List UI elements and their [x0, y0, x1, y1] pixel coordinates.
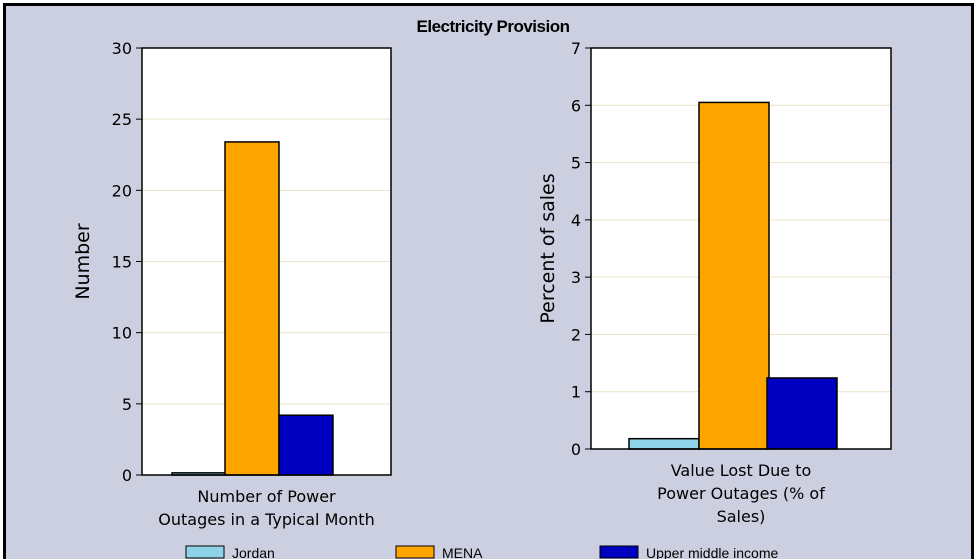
y-tick-label: 5: [122, 395, 132, 414]
bar-jordan: [628, 437, 700, 450]
legend-label: Jordan: [232, 545, 275, 559]
y-axis-title: Number: [72, 223, 94, 300]
category-label: Outages in a Typical Month: [158, 510, 374, 529]
category-label: Value Lost Due to: [671, 461, 812, 480]
y-tick-label: 3: [571, 268, 581, 287]
y-tick-label: 20: [112, 181, 132, 200]
y-tick-label: 4: [571, 211, 581, 230]
y-tick-label: 7: [571, 39, 581, 58]
y-tick-label: 0: [122, 466, 132, 485]
legend-swatch-upper-middle-income: [599, 545, 639, 559]
chart-title: Electricity Provision: [417, 17, 570, 36]
bar-upper-middle-income: [278, 414, 334, 476]
y-tick-label: 25: [112, 110, 132, 129]
y-tick-label: 30: [112, 39, 132, 58]
plot-border-1: [141, 47, 392, 476]
y-tick-label: 0: [571, 440, 581, 459]
y-tick-label: 2: [571, 325, 581, 344]
legend-label: MENA: [442, 545, 483, 559]
bar-upper-middle-income: [766, 377, 838, 450]
chart-frame: Electricity Provision 0 5 10 15 20 25 30 Number N…: [3, 3, 974, 559]
category-label: Number of Power: [197, 487, 336, 506]
y-tick-label: 10: [112, 324, 132, 343]
legend-label: Upper middle income: [646, 545, 778, 559]
y-tick-label: 1: [571, 383, 581, 402]
category-label: Sales): [717, 507, 766, 526]
y-tick-label: 15: [112, 253, 132, 272]
bar-mena: [224, 141, 280, 476]
legend-swatch-jordan: [185, 545, 225, 559]
y-tick-label: 5: [571, 154, 581, 173]
plot-border-2: [590, 47, 892, 450]
chart-canvas: Electricity Provision051015202530NumberN…: [72, 17, 892, 559]
bar-mena: [698, 101, 770, 450]
y-axis-title: Percent of sales: [537, 173, 559, 323]
legend-swatch-mena: [395, 545, 435, 559]
y-tick-label: 6: [571, 96, 581, 115]
category-label: Power Outages (% of: [657, 484, 825, 503]
